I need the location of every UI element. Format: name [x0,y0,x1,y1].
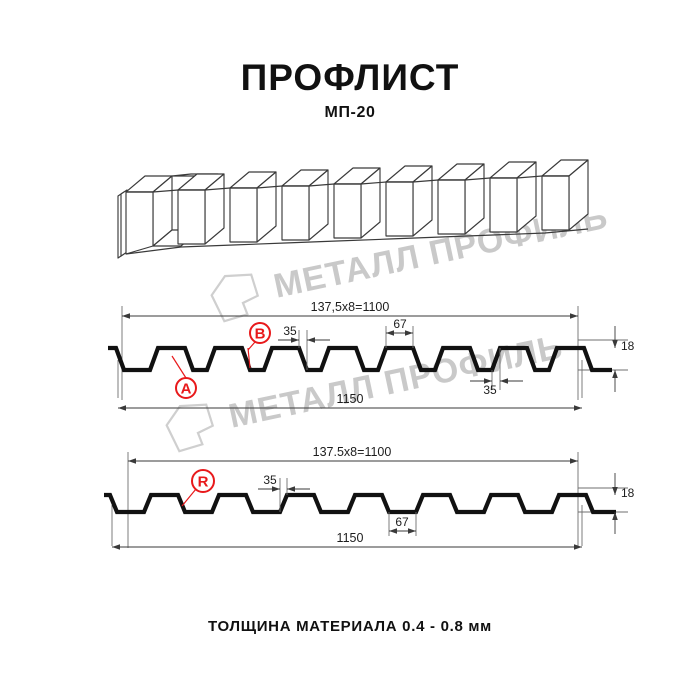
profile2-witness-lines [111,452,628,548]
profile2-height-dimension-label: 18 [621,486,635,500]
profile1-section-outline [108,345,612,373]
marker-r-label: R [198,474,209,491]
watermark-logo-icon [165,403,215,453]
marker-b-label: B [255,326,266,343]
profile2-flank-dimension-top: 35 [258,473,310,512]
profile1-height-dimension-label: 18 [621,339,635,353]
profile1-top-dimension-label: 137,5x8=1100 [311,300,390,314]
material-thickness-note: ТОЛЩИНА МАТЕРИАЛА 0.4 - 0.8 мм [208,618,492,635]
profile1-rib-width-dimension: 67 [385,317,414,348]
marker-a-label: A [181,381,192,398]
profile1-rib-width-dimension-label: 67 [393,317,407,331]
iso-bottom-flange [125,228,589,255]
profile1-flank-dimension-bottom-label: 35 [483,383,497,397]
profile1-flank-dimension-top-label: 35 [283,324,297,338]
profile1-bottom-dimension: 1150 [118,392,582,411]
marker-b: B [247,322,271,369]
page-subtitle: МП-20 [324,104,376,121]
profile1-top-dimension: 137,5x8=1100 [122,300,578,319]
profile2-valley-width-dimension: 67 [388,512,417,536]
profile2-flank-dimension-top-label: 35 [263,473,277,487]
iso-rib-group [125,159,589,255]
profile2-height-dimension: 18 [612,473,635,534]
profile2-top-dimension-label: 137.5x8=1100 [313,445,392,459]
watermark-logo-icon [210,273,260,323]
profile2-bottom-dimension-label: 1150 [337,531,364,545]
profile2-section-outline [104,492,616,515]
profile2-bottom-dimension: 1150 [112,531,582,550]
profile1-height-dimension: 18 [612,326,635,392]
page-title: ПРОФЛИСТ [240,57,460,98]
profile2-top-dimension: 137.5x8=1100 [128,445,578,464]
iso-top-flange [126,175,569,193]
profile1-bottom-dimension-label: 1150 [337,392,364,406]
profile2-valley-width-dimension-label: 67 [395,515,409,529]
marker-r: R [181,469,215,507]
profile1-flank-dimension-bottom: 35 [470,348,523,397]
profile1-witness-lines [117,306,628,400]
marker-a: A [171,355,197,399]
profile1-flank-dimension-top: 35 [278,324,330,370]
